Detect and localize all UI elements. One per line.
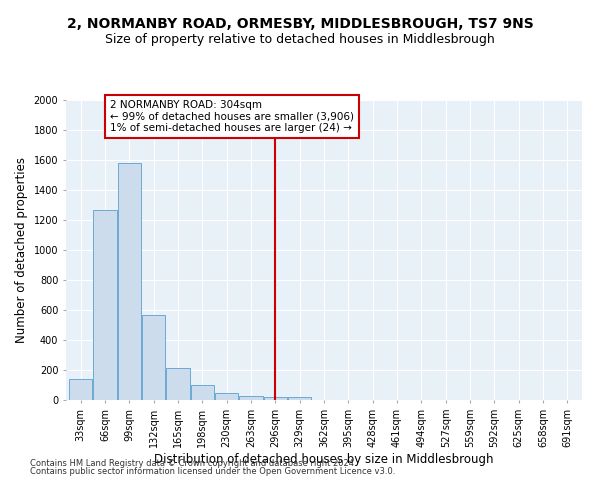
Y-axis label: Number of detached properties: Number of detached properties [15, 157, 28, 343]
Bar [69, 379, 92, 400]
Bar [191, 385, 214, 400]
Bar [166, 368, 190, 400]
Bar [239, 396, 263, 400]
Bar [288, 397, 311, 400]
X-axis label: Distribution of detached houses by size in Middlesbrough: Distribution of detached houses by size … [154, 452, 494, 466]
Text: Size of property relative to detached houses in Middlesbrough: Size of property relative to detached ho… [105, 32, 495, 46]
Bar [215, 392, 238, 400]
Text: Contains public sector information licensed under the Open Government Licence v3: Contains public sector information licen… [30, 467, 395, 476]
Bar [142, 314, 165, 400]
Text: 2, NORMANBY ROAD, ORMESBY, MIDDLESBROUGH, TS7 9NS: 2, NORMANBY ROAD, ORMESBY, MIDDLESBROUGH… [67, 18, 533, 32]
Text: 2 NORMANBY ROAD: 304sqm
← 99% of detached houses are smaller (3,906)
1% of semi-: 2 NORMANBY ROAD: 304sqm ← 99% of detache… [110, 100, 354, 133]
Bar [264, 397, 287, 400]
Bar [94, 210, 116, 400]
Bar [118, 163, 141, 400]
Text: Contains HM Land Registry data © Crown copyright and database right 2024.: Contains HM Land Registry data © Crown c… [30, 458, 356, 468]
